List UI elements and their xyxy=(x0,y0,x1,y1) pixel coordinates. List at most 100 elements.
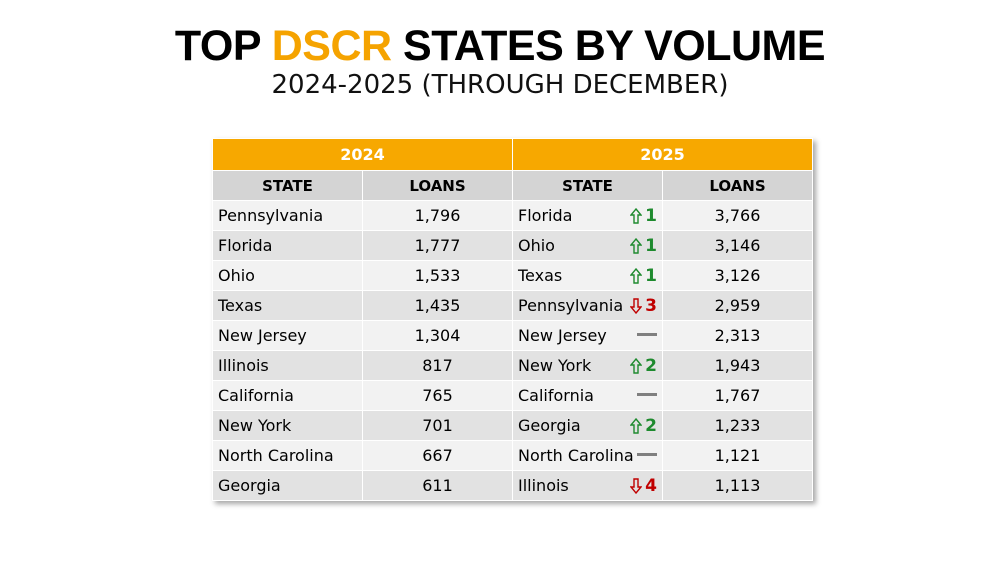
change-amount: 1 xyxy=(645,235,657,256)
no-change-dash xyxy=(637,453,657,456)
arrow-icon xyxy=(630,357,643,374)
rank-icon xyxy=(637,453,657,456)
state-cell: 1 Florida xyxy=(512,200,663,231)
rank-icon xyxy=(637,333,657,336)
table-row: New York 701 2 Georgia 1,233 xyxy=(212,410,813,441)
loans-cell: 667 xyxy=(362,440,513,471)
change-amount: 2 xyxy=(645,355,657,376)
rank-icon xyxy=(637,393,657,396)
rank-change: 1 xyxy=(630,206,657,226)
rank-change xyxy=(637,446,657,462)
loans-cell: 611 xyxy=(362,470,513,501)
rank-change xyxy=(637,386,657,402)
rank-change: 2 xyxy=(630,356,657,376)
state-name: Georgia xyxy=(518,415,581,435)
no-change-dash xyxy=(637,333,657,336)
rank-change: 1 xyxy=(630,236,657,256)
state-cell: Florida xyxy=(212,230,363,261)
loans-cell: 3,766 xyxy=(662,200,813,231)
loans-cell: 1,533 xyxy=(362,260,513,291)
state-name: New York xyxy=(518,355,592,375)
change-amount: 4 xyxy=(645,475,657,496)
change-amount: 1 xyxy=(645,265,657,286)
state-cell: Illinois xyxy=(212,350,363,381)
loans-cell: 1,943 xyxy=(662,350,813,381)
column-row: STATE LOANS STATE LOANS xyxy=(212,170,813,201)
loans-cell: 1,304 xyxy=(362,320,513,351)
group-header: 2025 xyxy=(512,138,813,171)
arrow-icon xyxy=(630,207,643,224)
state-cell: 2 Georgia xyxy=(512,410,663,441)
rank-icon xyxy=(630,267,643,284)
table-row: North Carolina 667 North Carolina 1,121 xyxy=(212,440,813,471)
state-name: California xyxy=(518,386,594,405)
title-highlight: DSCR xyxy=(271,22,392,70)
rank-change: 3 xyxy=(630,296,657,316)
table-row: New Jersey 1,304 New Jersey 2,313 xyxy=(212,320,813,351)
table-row: Ohio 1,533 1 Texas 3,126 xyxy=(212,260,813,291)
arrow-icon xyxy=(630,417,643,434)
arrow-icon xyxy=(630,237,643,254)
loans-cell: 1,121 xyxy=(662,440,813,471)
title: TOP DSCR STATES BY VOLUME xyxy=(0,22,1000,71)
rank-change xyxy=(637,326,657,342)
group-row: 2024 2025 xyxy=(212,138,813,171)
state-name: North Carolina xyxy=(518,446,634,465)
loans-cell: 3,126 xyxy=(662,260,813,291)
table-row: Texas 1,435 3 Pennsylvania 2,959 xyxy=(212,290,813,321)
subtitle: 2024-2025 (THROUGH DECEMBER) xyxy=(271,70,729,100)
state-cell: 2 New York xyxy=(512,350,663,381)
group-header: 2024 xyxy=(212,138,513,171)
arrow-icon xyxy=(630,267,643,284)
loans-cell: 817 xyxy=(362,350,513,381)
table-row: Georgia 611 4 Illinois 1,113 xyxy=(212,470,813,501)
arrow-icon xyxy=(630,297,643,314)
loans-cell: 2,959 xyxy=(662,290,813,321)
loans-cell: 701 xyxy=(362,410,513,441)
state-cell: Georgia xyxy=(212,470,363,501)
state-cell: California xyxy=(212,380,363,411)
state-cell: North Carolina xyxy=(212,440,363,471)
loans-cell: 1,767 xyxy=(662,380,813,411)
table-row: Florida 1,777 1 Ohio 3,146 xyxy=(212,230,813,261)
state-cell: California xyxy=(512,380,663,411)
rank-icon xyxy=(630,477,643,494)
loans-cell: 765 xyxy=(362,380,513,411)
data-table: 2024 2025 STATE LOANS STATE LOANS Pennsylvania… xyxy=(212,138,813,501)
state-cell: North Carolina xyxy=(512,440,663,471)
loans-cell: 2,313 xyxy=(662,320,813,351)
arrow-icon xyxy=(630,477,643,494)
title-suffix: STATES BY VOLUME xyxy=(403,22,826,70)
rank-icon xyxy=(630,237,643,254)
loans-cell: 1,435 xyxy=(362,290,513,321)
state-cell: New Jersey xyxy=(512,320,663,351)
table-row: Pennsylvania 1,796 1 Florida 3,766 xyxy=(212,200,813,231)
column-header: STATE xyxy=(512,170,663,201)
state-cell: 3 Pennsylvania xyxy=(512,290,663,321)
rank-icon xyxy=(630,207,643,224)
state-name: Illinois xyxy=(518,475,569,495)
state-cell: Ohio xyxy=(212,260,363,291)
state-cell: 1 Ohio xyxy=(512,230,663,261)
state-cell: Pennsylvania xyxy=(212,200,363,231)
state-cell: 1 Texas xyxy=(512,260,663,291)
rank-change: 2 xyxy=(630,416,657,436)
rank-icon xyxy=(630,297,643,314)
loans-cell: 1,113 xyxy=(662,470,813,501)
rank-icon xyxy=(630,357,643,374)
table-row: Illinois 817 2 New York 1,943 xyxy=(212,350,813,381)
rank-change: 1 xyxy=(630,266,657,286)
state-name: New Jersey xyxy=(518,326,607,345)
column-header: STATE xyxy=(212,170,363,201)
state-cell: 4 Illinois xyxy=(512,470,663,501)
state-cell: Texas xyxy=(212,290,363,321)
state-name: Texas xyxy=(518,265,563,285)
column-header: LOANS xyxy=(362,170,513,201)
loans-cell: 3,146 xyxy=(662,230,813,261)
loans-cell: 1,777 xyxy=(362,230,513,261)
state-cell: New York xyxy=(212,410,363,441)
title-prefix: TOP xyxy=(174,22,261,70)
loans-cell: 1,796 xyxy=(362,200,513,231)
rank-icon xyxy=(630,417,643,434)
